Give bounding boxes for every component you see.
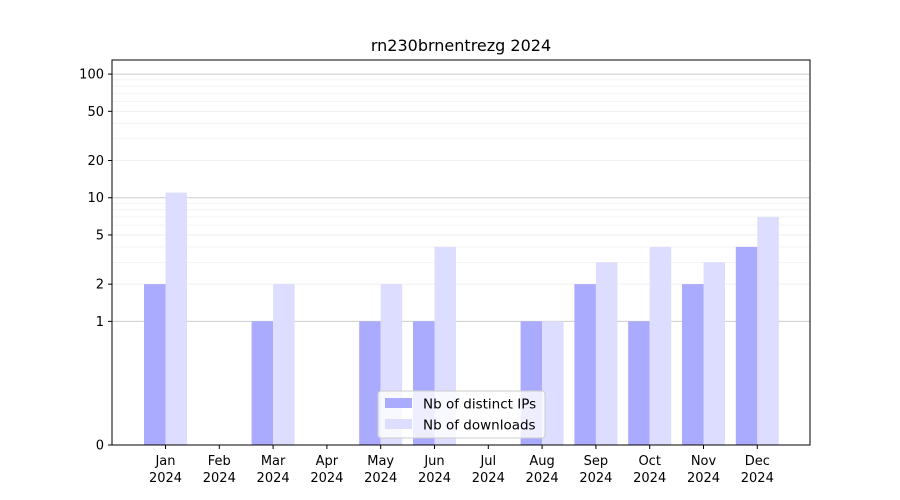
bar-ips-nov bbox=[682, 284, 704, 445]
x-tick-label-month: Jun bbox=[423, 454, 444, 469]
y-tick-label: 50 bbox=[87, 105, 104, 120]
x-tick-label-month: Nov bbox=[691, 454, 717, 469]
y-tick-label: 2 bbox=[96, 278, 104, 293]
chart-title: rn230brnentrezg 2024 bbox=[371, 36, 551, 55]
legend-box bbox=[377, 390, 546, 439]
y-tick-label: 0 bbox=[96, 439, 104, 454]
x-tick-label-year: 2024 bbox=[203, 471, 236, 486]
x-tick-label-year: 2024 bbox=[526, 471, 559, 486]
bar-ips-jan bbox=[144, 284, 166, 445]
legend: Nb of distinct IPs Nb of downloads bbox=[377, 390, 546, 439]
x-tick-label-month: Feb bbox=[208, 454, 231, 469]
x-tick-label-year: 2024 bbox=[687, 471, 720, 486]
y-axis: 0 1 2 5 10 20 50 100 bbox=[79, 68, 112, 454]
bar-downloads-oct bbox=[649, 246, 672, 445]
x-tick-label-month: Jan bbox=[154, 454, 175, 469]
x-tick-label-month: Dec bbox=[745, 454, 770, 469]
y-tick-label: 10 bbox=[87, 191, 104, 206]
y-tick-label: 1 bbox=[96, 315, 104, 330]
x-tick-label-year: 2024 bbox=[257, 471, 290, 486]
legend-swatch-downloads bbox=[385, 419, 412, 429]
bar-downloads-sep bbox=[595, 262, 618, 445]
y-tick-label: 20 bbox=[87, 154, 104, 169]
x-axis: Jan 2024 Feb 2024 Mar 2024 Apr 2024 May 2024 Jun 20… bbox=[149, 445, 774, 486]
x-tick-label-month: Oct bbox=[638, 454, 660, 469]
x-tick-label-month: Sep bbox=[584, 454, 609, 469]
bar-ips-dec bbox=[735, 246, 758, 445]
bar-downloads-dec bbox=[757, 216, 779, 445]
x-tick-label-year: 2024 bbox=[310, 471, 343, 486]
x-tick-label-month: Aug bbox=[529, 454, 554, 469]
x-tick-label-year: 2024 bbox=[472, 471, 505, 486]
legend-swatch-ips bbox=[385, 398, 412, 408]
x-tick-label-year: 2024 bbox=[633, 471, 666, 486]
x-tick-label-year: 2024 bbox=[579, 471, 612, 486]
bar-ips-sep bbox=[574, 284, 596, 445]
plot-area-frame bbox=[111, 59, 811, 446]
x-tick-label-month: May bbox=[367, 454, 394, 469]
y-tick-label: 100 bbox=[79, 68, 104, 83]
y-tick-label: 5 bbox=[96, 228, 104, 243]
x-tick-label-month: Mar bbox=[261, 454, 286, 469]
bar-downloads-aug bbox=[542, 321, 564, 445]
x-tick-label-month: Jul bbox=[479, 454, 496, 469]
bar-ips-oct bbox=[628, 321, 650, 445]
x-tick-label-year: 2024 bbox=[418, 471, 451, 486]
bar-ips-may bbox=[359, 321, 381, 445]
legend-label-ips: Nb of distinct IPs bbox=[423, 397, 536, 413]
bar-ips-mar bbox=[251, 321, 274, 445]
x-tick-label-month: Apr bbox=[316, 454, 339, 469]
bar-downloads-jan bbox=[165, 192, 187, 445]
x-tick-label-year: 2024 bbox=[364, 471, 397, 486]
x-tick-label-year: 2024 bbox=[149, 471, 182, 486]
bar-downloads-mar bbox=[273, 284, 295, 445]
bar-downloads-nov bbox=[703, 262, 725, 445]
legend-label-downloads: Nb of downloads bbox=[423, 418, 536, 434]
x-tick-label-year: 2024 bbox=[741, 471, 774, 486]
